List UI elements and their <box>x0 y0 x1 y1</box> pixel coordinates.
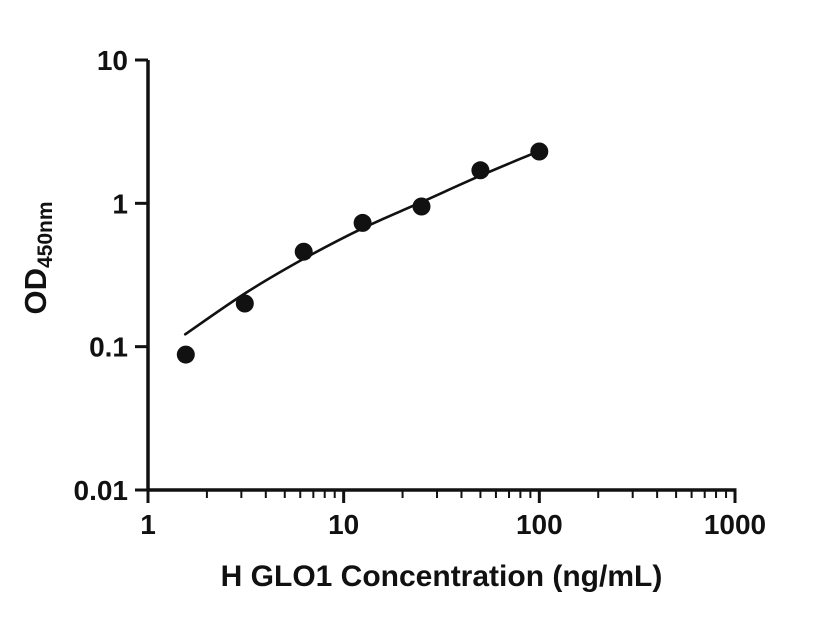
data-point <box>176 345 195 364</box>
y-tick-label: 1 <box>112 188 128 219</box>
x-tick-label: 1000 <box>704 509 766 540</box>
x-axis-title: H GLO1 Concentration (ng/mL) <box>220 560 663 593</box>
data-point <box>530 142 549 161</box>
data-point <box>235 294 254 313</box>
x-tick-label: 100 <box>516 509 563 540</box>
y-tick-label: 0.01 <box>74 475 129 506</box>
y-axis-title-subscript: 450nm <box>34 201 57 269</box>
y-tick-label: 10 <box>97 45 128 76</box>
data-point <box>412 197 431 216</box>
data-point <box>353 213 372 232</box>
x-tick-label: 1 <box>140 509 156 540</box>
y-tick-label: 0.1 <box>89 332 128 363</box>
data-point <box>471 161 490 180</box>
y-axis-title-main: OD <box>18 268 53 315</box>
y-axis-title: OD450nm <box>18 201 58 314</box>
data-point <box>294 242 313 261</box>
x-tick-label: 10 <box>328 509 359 540</box>
